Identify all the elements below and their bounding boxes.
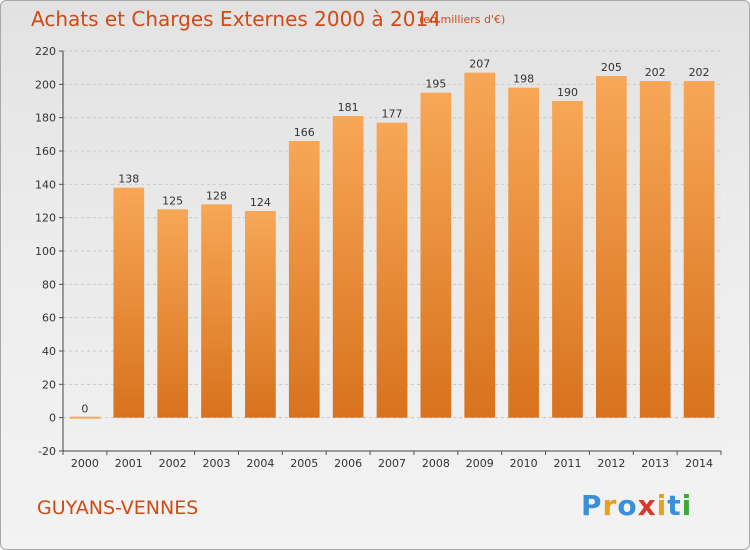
bar [595,76,627,418]
y-tick-label: 100 [35,245,56,258]
data-label: 177 [382,108,403,121]
x-tick-label: 2001 [115,457,143,470]
bar [157,209,189,418]
bar [508,87,539,418]
data-label: 138 [118,173,139,186]
data-label: 166 [294,126,315,139]
x-tick-label: 2008 [422,457,450,470]
logo-letter: r [602,489,618,522]
bar [639,81,671,418]
bar [69,416,101,419]
data-label: 205 [601,61,622,74]
logo-letter: P [581,489,603,522]
chart-subtitle: (en milliers d'€) [419,13,506,26]
y-tick-label: 20 [42,378,56,391]
x-tick-label: 2002 [159,457,187,470]
commune-name: GUYANS-VENNES [37,497,199,519]
bar [683,81,715,418]
data-label: 202 [689,66,710,79]
bar [245,211,276,418]
bar [288,141,320,418]
x-tick-label: 2012 [597,457,625,470]
x-tick-label: 2014 [685,457,713,470]
bar [464,72,496,418]
y-tick-label: 40 [42,345,56,358]
y-tick-label: 60 [42,312,56,325]
y-tick-label: 180 [35,112,56,125]
bar [201,204,232,418]
bar [332,116,364,418]
x-tick-label: 2007 [378,457,406,470]
x-tick-label: 2000 [71,457,99,470]
x-tick-label: 2013 [641,457,669,470]
x-tick-label: 2006 [334,457,362,470]
bar [376,122,408,418]
bar [552,101,583,418]
x-tick-label: 2003 [203,457,231,470]
data-label: 198 [513,73,534,86]
logo-letter: i [656,489,668,522]
data-label: 202 [645,66,666,79]
chart-title: Achats et Charges Externes 2000 à 2014 [31,7,441,31]
y-tick-label: 200 [35,78,56,91]
proxiti-logo[interactable]: Proxiti [581,489,692,522]
data-label: 207 [469,58,490,71]
data-label: 125 [162,194,183,207]
x-tick-label: 2011 [553,457,581,470]
x-tick-label: 2009 [466,457,494,470]
y-tick-label: 220 [35,45,56,58]
data-label: 124 [250,196,271,209]
y-tick-label: 120 [35,212,56,225]
data-label: 0 [81,403,88,416]
logo-letter: i [681,489,693,522]
x-tick-label: 2004 [246,457,274,470]
y-tick-label: 80 [42,278,56,291]
logo-letter: o [617,489,638,522]
bar [113,187,145,418]
y-tick-label: -20 [38,445,56,458]
x-tick-label: 2010 [510,457,538,470]
data-label: 128 [206,189,227,202]
bar [420,92,452,418]
x-tick-label: 2005 [290,457,318,470]
y-tick-label: 0 [49,412,56,425]
data-label: 190 [557,86,578,99]
data-label: 181 [338,101,359,114]
logo-letter: x [637,489,657,522]
data-label: 195 [425,78,446,91]
y-tick-label: 140 [35,178,56,191]
y-tick-label: 160 [35,145,56,158]
logo-letter: t [667,489,682,522]
